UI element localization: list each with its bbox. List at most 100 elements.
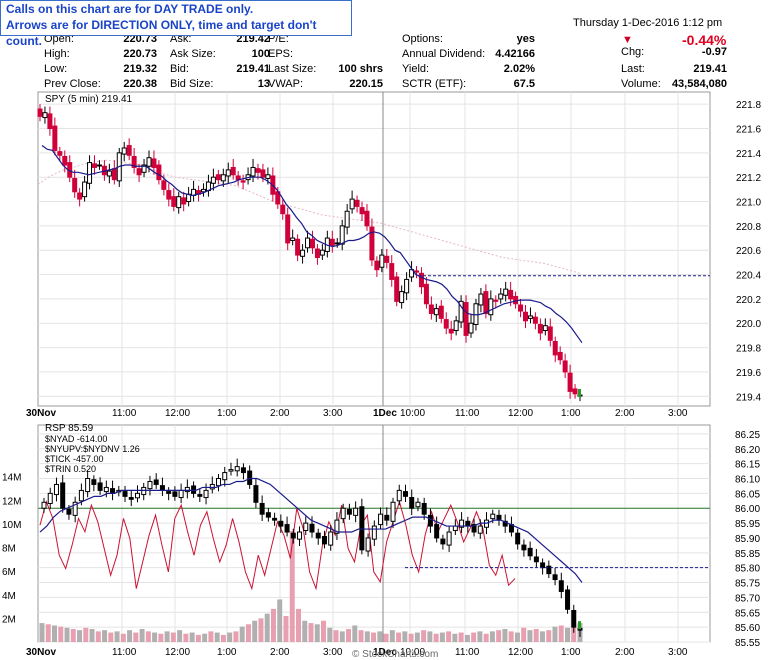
volume-bar	[177, 630, 183, 642]
quote-label: Ask:	[170, 33, 192, 45]
volume-bar	[195, 634, 201, 642]
candle-body	[37, 108, 43, 117]
rsp-candle-body	[384, 514, 390, 521]
quote-value: 220.15	[349, 78, 383, 90]
candle-body	[488, 298, 494, 316]
rsp-candle-body	[110, 488, 116, 494]
rsp-candle-body	[85, 478, 91, 493]
volume-bar	[314, 624, 320, 642]
candle-body	[141, 164, 147, 173]
volume-bar	[364, 631, 370, 642]
rsp-candle-body	[178, 489, 184, 499]
candle-body	[448, 328, 454, 334]
candle-body	[552, 340, 558, 356]
candle-body	[314, 248, 320, 259]
rsp-time-axis-label: 1:00	[217, 647, 237, 658]
quote-label: Annual Dividend:	[402, 48, 486, 60]
volume-bar	[252, 620, 258, 642]
candle-body	[498, 293, 504, 300]
candle-body	[443, 319, 449, 329]
rsp-candle-body	[346, 508, 352, 515]
rsp-candle-body	[222, 472, 228, 481]
volume-bar	[396, 632, 402, 642]
rsp-candle-body	[496, 514, 502, 521]
rsp-candle-body	[452, 525, 458, 532]
candle-body	[572, 388, 578, 395]
rsp-time-axis-label: 11:00	[455, 647, 480, 658]
rsp-candle-body	[216, 478, 222, 487]
time-axis-label: 3:00	[668, 408, 688, 419]
rsp-candle-body	[315, 532, 321, 539]
price-axis-label: 220.2	[736, 295, 761, 306]
candle-body	[527, 315, 533, 319]
candle-body	[384, 255, 390, 263]
quote-value: 219.32	[123, 63, 157, 75]
candle-body	[518, 304, 524, 312]
rsp-candle-body	[371, 525, 377, 540]
rsp-candle-body	[471, 524, 477, 533]
candle-body	[77, 192, 83, 200]
candle-body	[300, 249, 306, 257]
candle-body	[106, 170, 112, 177]
quote-label: Low:	[44, 63, 68, 75]
candle-body	[537, 323, 543, 334]
rsp-candle-body	[521, 544, 527, 551]
time-axis-label: 12:00	[165, 408, 190, 419]
volume-bar	[489, 631, 495, 642]
candle-body	[91, 163, 97, 168]
volume-bar	[152, 632, 158, 642]
rsp-candle-body	[353, 507, 359, 516]
volume-bar	[533, 629, 539, 642]
slow-moving-average	[37, 159, 581, 274]
time-axis-label: 1:00	[217, 408, 237, 419]
rsp-candle-body	[402, 491, 408, 497]
rsp-candle-body	[122, 491, 128, 497]
candle-body	[468, 322, 474, 334]
volume-bar	[439, 632, 445, 642]
volume-bar	[108, 632, 114, 642]
rsp-axis-label: 86.20	[735, 445, 760, 456]
quote-value: 220.73	[123, 48, 157, 60]
candle-body	[557, 351, 563, 361]
candle-body	[176, 196, 182, 209]
quote-label: Chg:	[621, 46, 645, 58]
candle-body	[339, 225, 345, 245]
candle-body	[280, 204, 286, 215]
volume-bar	[414, 632, 420, 642]
rsp-candle-body	[303, 522, 309, 532]
volume-bar	[458, 632, 464, 642]
volume-bar	[133, 632, 139, 642]
rsp-candle-body	[153, 479, 159, 485]
candle-body	[126, 145, 132, 156]
rsp-candle-body	[558, 580, 564, 592]
rsp-candle-body	[440, 538, 446, 545]
volume-bar	[339, 631, 345, 642]
candle-body	[121, 147, 127, 155]
volume-bar	[77, 630, 83, 642]
volume-bar	[114, 631, 120, 642]
volume-bar	[552, 626, 558, 642]
rsp-axis-label: 85.80	[735, 564, 760, 575]
volume-bar	[546, 630, 552, 642]
quote-label: Volume:	[621, 78, 661, 90]
volume-bar	[264, 613, 270, 642]
rsp-time-axis-label: 30Nov	[26, 647, 56, 658]
candle-body	[215, 174, 221, 181]
candle-body	[260, 169, 266, 178]
volume-bar	[158, 633, 164, 642]
quote-value: yes	[516, 33, 535, 45]
quote-value: 13	[257, 78, 270, 90]
candle-body	[47, 113, 53, 130]
volume-bar	[45, 624, 51, 642]
rsp-candle-body	[197, 494, 203, 497]
candle-body	[369, 226, 375, 261]
rsp-time-axis-label: 11:00	[112, 647, 137, 658]
rsp-legend-entry: $TRIN 0.520	[45, 464, 96, 474]
quote-label: Bid:	[170, 63, 189, 75]
time-axis-label: 1:00	[561, 408, 581, 419]
time-axis-label: 2:00	[615, 408, 635, 419]
rsp-time-axis-label: 10:00	[400, 647, 425, 658]
quote-value: 219.41	[236, 63, 270, 75]
volume-axis-label: 10M	[2, 520, 21, 531]
